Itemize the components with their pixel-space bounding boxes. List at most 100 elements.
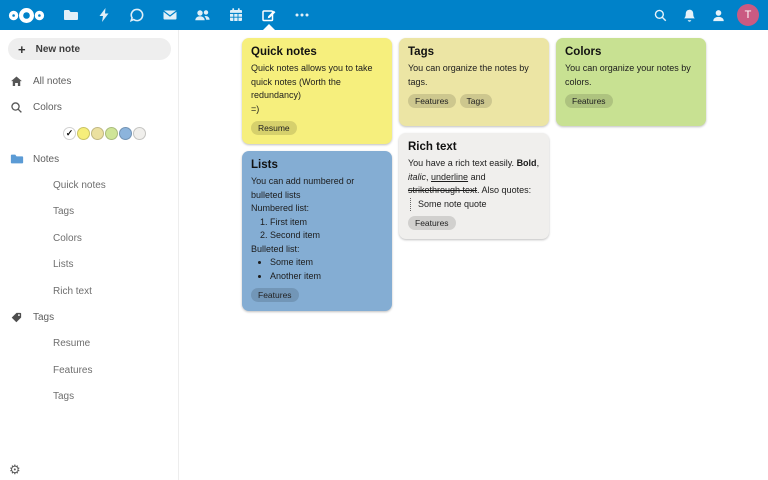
color-swatch[interactable] bbox=[77, 126, 90, 140]
sidebar-section-tags[interactable]: Tags bbox=[0, 305, 178, 331]
sidebar-item-tag-resume[interactable]: Resume bbox=[53, 338, 91, 350]
files-app-button[interactable] bbox=[61, 0, 81, 30]
mail-app-button[interactable] bbox=[160, 0, 180, 30]
note-card-rich-text[interactable]: Rich text You have a rich text easily. B… bbox=[399, 133, 549, 239]
rich-text-segment: and bbox=[468, 171, 486, 182]
search-icon bbox=[654, 9, 666, 21]
all-notes-label: All notes bbox=[33, 75, 72, 87]
note-card-lists[interactable]: Lists You can add numbered or bulleted l… bbox=[242, 151, 392, 311]
lightning-icon bbox=[99, 8, 108, 22]
active-app-indicator bbox=[262, 24, 275, 30]
rich-text-segment: Bold bbox=[516, 158, 537, 168]
top-bar: T bbox=[0, 0, 768, 30]
magnifier-icon bbox=[9, 101, 24, 114]
folder-icon bbox=[9, 152, 24, 166]
notes-app-button-active[interactable] bbox=[259, 0, 279, 30]
color-swatch[interactable]: ✓ bbox=[63, 126, 76, 140]
grid-column-2: Tags You can organize the notes by tags.… bbox=[399, 38, 549, 239]
grid-column-1: Quick notes Quick notes allows you to ta… bbox=[242, 38, 392, 311]
contacts-menu-button[interactable] bbox=[708, 8, 728, 23]
note-title: Rich text bbox=[408, 141, 457, 153]
sidebar-item-colors[interactable]: Colors bbox=[0, 94, 178, 120]
sidebar-item-note-lists[interactable]: Lists bbox=[53, 259, 74, 271]
rich-text-segment: underline bbox=[431, 171, 469, 182]
tag-chip[interactable]: Features bbox=[251, 288, 299, 302]
list-item: First item bbox=[270, 216, 383, 230]
note-tags: Features bbox=[251, 288, 383, 302]
person-icon bbox=[712, 9, 724, 21]
more-apps-button[interactable] bbox=[292, 0, 312, 30]
envelope-icon bbox=[162, 10, 177, 20]
list-item: Some item bbox=[270, 256, 383, 270]
people-icon bbox=[195, 10, 210, 21]
notes-grid: Quick notes Quick notes allows you to ta… bbox=[180, 30, 768, 480]
note-body: Quick notes allows you to take quick not… bbox=[251, 63, 373, 100]
avatar-initial: T bbox=[744, 9, 752, 21]
bell-icon bbox=[683, 9, 695, 22]
sidebar-item-note-quick-notes[interactable]: Quick notes bbox=[53, 179, 106, 191]
settings-gear-icon[interactable]: ⚙ bbox=[9, 462, 21, 477]
calendar-icon bbox=[229, 8, 242, 21]
note-body: You can add numbered or bulleted lists bbox=[251, 176, 355, 200]
tag-chip[interactable]: Features bbox=[408, 216, 456, 230]
calendar-app-button[interactable] bbox=[226, 0, 246, 30]
note-card-colors[interactable]: Colors You can organize your notes by co… bbox=[556, 38, 706, 126]
note-body-rich: You have a rich text easily. Bold, itali… bbox=[408, 157, 540, 198]
nextcloud-logo[interactable] bbox=[8, 5, 45, 26]
note-quote: Some note quote bbox=[410, 197, 540, 211]
numbered-list: First itemSecond item bbox=[251, 216, 383, 243]
color-filter-row: ✓ bbox=[0, 120, 178, 146]
app-menu bbox=[54, 0, 318, 30]
tag-icon bbox=[9, 311, 24, 324]
rich-text-segment: italic bbox=[408, 171, 427, 182]
tag-chip[interactable]: Features bbox=[408, 94, 456, 108]
sidebar-item-tag-features[interactable]: Features bbox=[53, 364, 93, 376]
colors-label: Colors bbox=[33, 101, 62, 113]
rich-text-segment: strikethrough text bbox=[408, 185, 478, 195]
sidebar: + New note All notes Colors ✓ Notes Quic… bbox=[0, 30, 179, 480]
list-item: Another item bbox=[270, 270, 383, 284]
color-swatch[interactable] bbox=[133, 126, 146, 140]
sidebar-item-note-tags[interactable]: Tags bbox=[53, 206, 75, 218]
plus-icon: + bbox=[18, 41, 26, 57]
note-title: Lists bbox=[251, 159, 278, 171]
note-body-line2: =) bbox=[251, 103, 260, 114]
color-swatch[interactable] bbox=[119, 126, 132, 140]
color-swatch[interactable] bbox=[91, 126, 104, 140]
tag-chip[interactable]: Features bbox=[565, 94, 613, 108]
tag-chip[interactable]: Resume bbox=[251, 121, 297, 135]
sidebar-item-tag-tags[interactable]: Tags bbox=[53, 391, 75, 403]
note-tags: Features bbox=[408, 216, 540, 230]
ellipsis-icon bbox=[295, 13, 308, 17]
folder-icon bbox=[63, 10, 78, 20]
chat-bubble-icon bbox=[129, 8, 143, 23]
activity-app-button[interactable] bbox=[94, 0, 114, 30]
home-icon bbox=[9, 75, 24, 88]
note-pencil-icon bbox=[261, 10, 275, 22]
note-body: You can organize the notes by tags. bbox=[408, 63, 529, 87]
sidebar-item-all-notes[interactable]: All notes bbox=[0, 68, 178, 94]
new-note-button[interactable]: + New note bbox=[8, 38, 171, 60]
tags-list: Resume Features Tags bbox=[0, 331, 178, 411]
search-button[interactable] bbox=[650, 8, 670, 23]
contacts-app-button[interactable] bbox=[193, 0, 213, 30]
sidebar-item-note-rich-text[interactable]: Rich text bbox=[53, 285, 92, 297]
talk-app-button[interactable] bbox=[127, 0, 147, 30]
rich-text-segment: You have a rich text easily. bbox=[408, 158, 517, 168]
rich-text-segment: . Also quotes: bbox=[477, 185, 532, 195]
note-title: Colors bbox=[565, 46, 602, 58]
note-title: Tags bbox=[408, 46, 434, 58]
sidebar-section-notes[interactable]: Notes bbox=[0, 146, 178, 172]
note-card-quick-notes[interactable]: Quick notes Quick notes allows you to ta… bbox=[242, 38, 392, 144]
grid-column-3: Colors You can organize your notes by co… bbox=[556, 38, 706, 126]
tag-chip[interactable]: Tags bbox=[459, 94, 492, 108]
header-right: T bbox=[650, 4, 768, 26]
tags-section-label: Tags bbox=[33, 312, 55, 323]
user-avatar[interactable]: T bbox=[737, 4, 759, 26]
note-tags: Features bbox=[565, 94, 697, 108]
color-swatch[interactable] bbox=[105, 126, 118, 140]
notifications-button[interactable] bbox=[679, 8, 699, 23]
rich-text-segment: , bbox=[426, 171, 432, 182]
sidebar-item-note-colors[interactable]: Colors bbox=[53, 232, 82, 244]
note-card-tags[interactable]: Tags You can organize the notes by tags.… bbox=[399, 38, 549, 126]
